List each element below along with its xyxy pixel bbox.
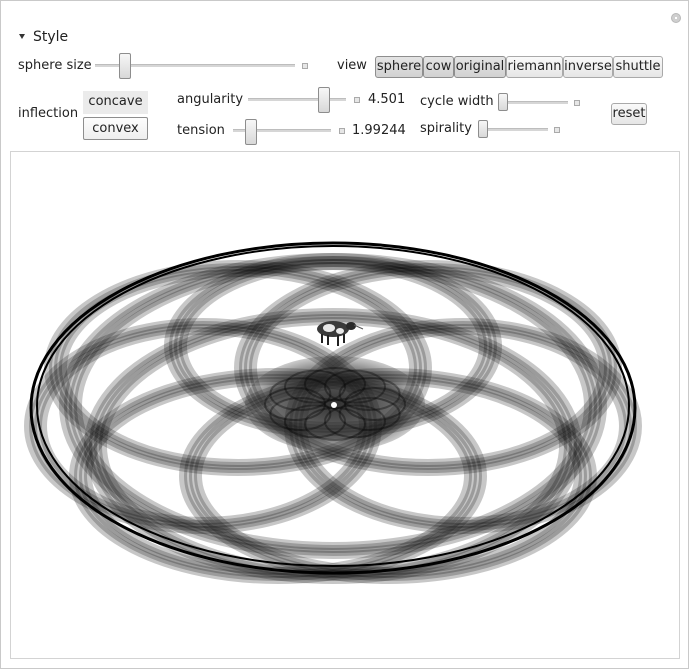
- cycle-width-slider[interactable]: [498, 93, 508, 111]
- close-icon[interactable]: [671, 13, 681, 23]
- angularity-value: 4.501: [368, 92, 406, 107]
- cycle-width-label: cycle width: [420, 94, 494, 109]
- inflection-convex-option[interactable]: convex: [83, 117, 148, 140]
- swirl-loop: [304, 367, 366, 401]
- ring-band: [44, 260, 432, 476]
- view-cow-button[interactable]: cow: [423, 56, 454, 78]
- ring-band: [84, 308, 582, 584]
- spirograph-plot: [24, 241, 642, 584]
- view-shuttle-button[interactable]: shuttle: [613, 56, 663, 78]
- view-sphere-button[interactable]: sphere: [375, 56, 423, 78]
- swirl-loop: [338, 377, 401, 411]
- outer-ring: [29, 241, 637, 575]
- inflection-concave-option[interactable]: concave: [83, 91, 148, 114]
- swirl-loop: [264, 387, 326, 421]
- ring-band: [234, 260, 622, 476]
- ring-band: [49, 263, 427, 473]
- outer-ring-inner: [36, 245, 630, 567]
- angularity-label: angularity: [177, 92, 244, 107]
- plus-icon[interactable]: [339, 128, 345, 134]
- triangle-down-icon: [19, 33, 25, 39]
- spirality-track[interactable]: [478, 128, 548, 131]
- swirl-loop: [284, 369, 346, 404]
- reset-button[interactable]: reset: [611, 103, 647, 125]
- tension-label: tension: [177, 123, 225, 138]
- swirl-loop: [344, 387, 406, 421]
- spirality-label: spirality: [420, 121, 472, 136]
- ring-band: [64, 256, 602, 556]
- tension-slider[interactable]: [245, 119, 257, 145]
- style-section-toggle[interactable]: Style: [19, 29, 68, 45]
- plus-icon[interactable]: [302, 63, 308, 69]
- cow-icon: [317, 321, 364, 346]
- plus-icon[interactable]: [574, 100, 580, 106]
- swirl-loop: [284, 404, 346, 439]
- sphere-size-label: sphere size: [18, 58, 92, 73]
- view-riemann-button[interactable]: riemann: [506, 56, 563, 78]
- inflection-label: inflection: [18, 106, 79, 121]
- plus-icon[interactable]: [554, 127, 560, 133]
- ring-band: [244, 266, 612, 470]
- center-light: [331, 402, 337, 408]
- swirl-loop: [324, 404, 386, 439]
- ring-band: [59, 253, 607, 559]
- swirl-loop: [304, 407, 366, 441]
- cycle-width-track[interactable]: [498, 101, 568, 104]
- ring-band: [54, 266, 422, 470]
- ring-band: [249, 269, 607, 467]
- view-inverse-button[interactable]: inverse: [563, 56, 613, 78]
- ring-band: [69, 259, 597, 553]
- core-swirl: [264, 367, 406, 441]
- plot-area[interactable]: [10, 151, 680, 659]
- sphere-size-track[interactable]: [95, 64, 295, 67]
- view-original-button[interactable]: original: [454, 56, 506, 78]
- ring-band: [89, 311, 577, 581]
- spirality-slider[interactable]: [478, 120, 488, 138]
- style-section-title: Style: [33, 29, 69, 45]
- tension-value: 1.99244: [352, 123, 406, 138]
- plus-icon[interactable]: [354, 97, 360, 103]
- view-label: view: [337, 58, 367, 73]
- angularity-track[interactable]: [248, 98, 346, 101]
- swirl-loop: [324, 369, 386, 404]
- swirl-loop: [269, 397, 332, 431]
- sphere-size-slider[interactable]: [119, 53, 131, 79]
- ring-band: [59, 269, 417, 467]
- tension-track[interactable]: [233, 129, 331, 132]
- angularity-slider[interactable]: [318, 87, 330, 113]
- swirl-loop: [269, 377, 332, 411]
- ring-band: [239, 263, 617, 473]
- ring-band: [74, 262, 592, 550]
- swirl-loop: [338, 397, 401, 431]
